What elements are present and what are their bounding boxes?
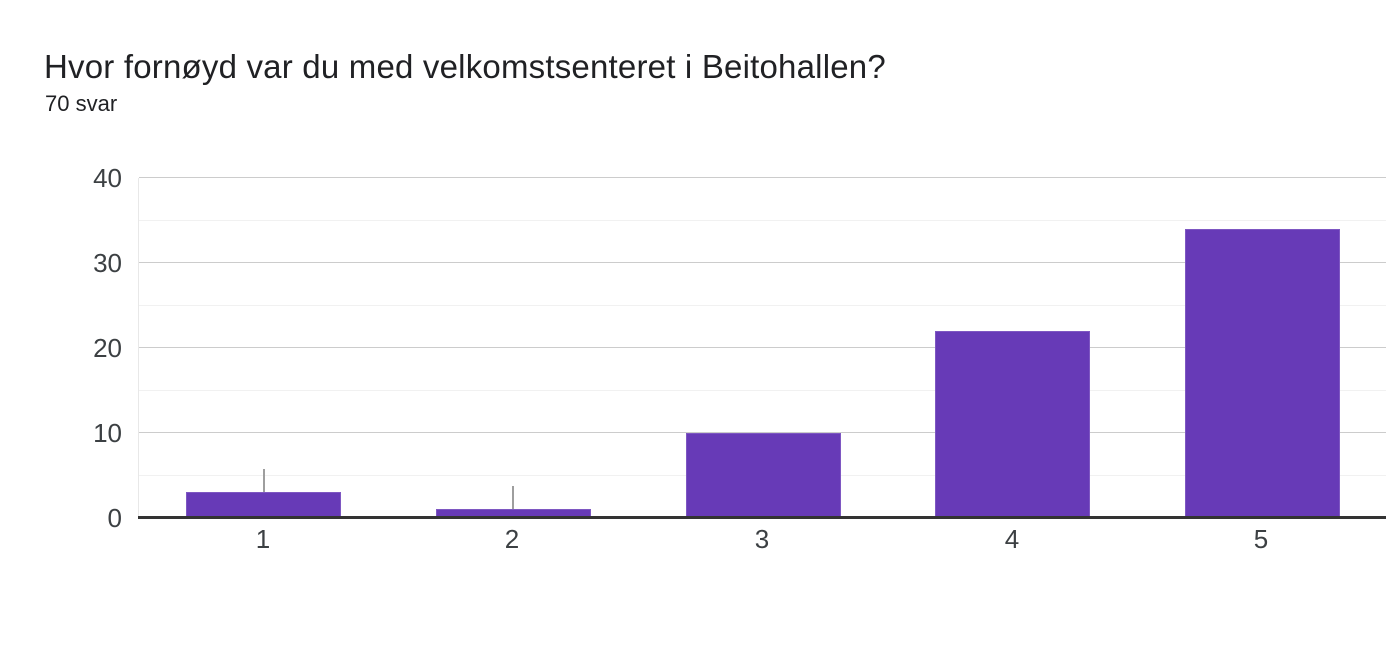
bar-rating-3[interactable] bbox=[686, 433, 841, 518]
y-tick-label: 0 bbox=[107, 503, 122, 533]
bar-rating-1[interactable] bbox=[186, 492, 341, 518]
x-tick-label: 1 bbox=[255, 524, 271, 554]
x-tick-label: 3 bbox=[754, 524, 770, 554]
major-gridline bbox=[139, 262, 1386, 263]
x-tick-label: 2 bbox=[504, 524, 520, 554]
x-tick-label: 5 bbox=[1253, 524, 1269, 554]
x-axis-labels: 1 2 3 4 5 bbox=[138, 521, 1386, 567]
plot-area bbox=[138, 177, 1386, 518]
minor-gridline bbox=[139, 304, 1386, 306]
minor-gridline bbox=[139, 389, 1386, 391]
x-axis-baseline bbox=[138, 516, 1386, 519]
major-gridline bbox=[139, 177, 1386, 178]
y-tick-label: 20 bbox=[93, 333, 122, 363]
y-tick-label: 30 bbox=[93, 248, 122, 278]
minor-gridline bbox=[139, 219, 1386, 221]
major-gridline bbox=[139, 347, 1386, 348]
y-tick-label: 40 bbox=[93, 163, 122, 193]
major-gridline bbox=[139, 432, 1386, 433]
bar-rating-5[interactable] bbox=[1185, 229, 1340, 518]
chart-title: Hvor fornøyd var du med velkomstsenteret… bbox=[44, 48, 886, 85]
bar-rating-2[interactable] bbox=[436, 509, 591, 518]
x-tick-label: 4 bbox=[1004, 524, 1020, 554]
response-count: 70 svar bbox=[45, 91, 118, 116]
annotation-stem bbox=[263, 469, 265, 492]
annotation-stem bbox=[512, 486, 514, 509]
y-axis-labels: 0 10 20 30 40 bbox=[0, 163, 122, 533]
y-tick-label: 10 bbox=[93, 418, 122, 448]
bar-rating-4[interactable] bbox=[935, 331, 1090, 518]
